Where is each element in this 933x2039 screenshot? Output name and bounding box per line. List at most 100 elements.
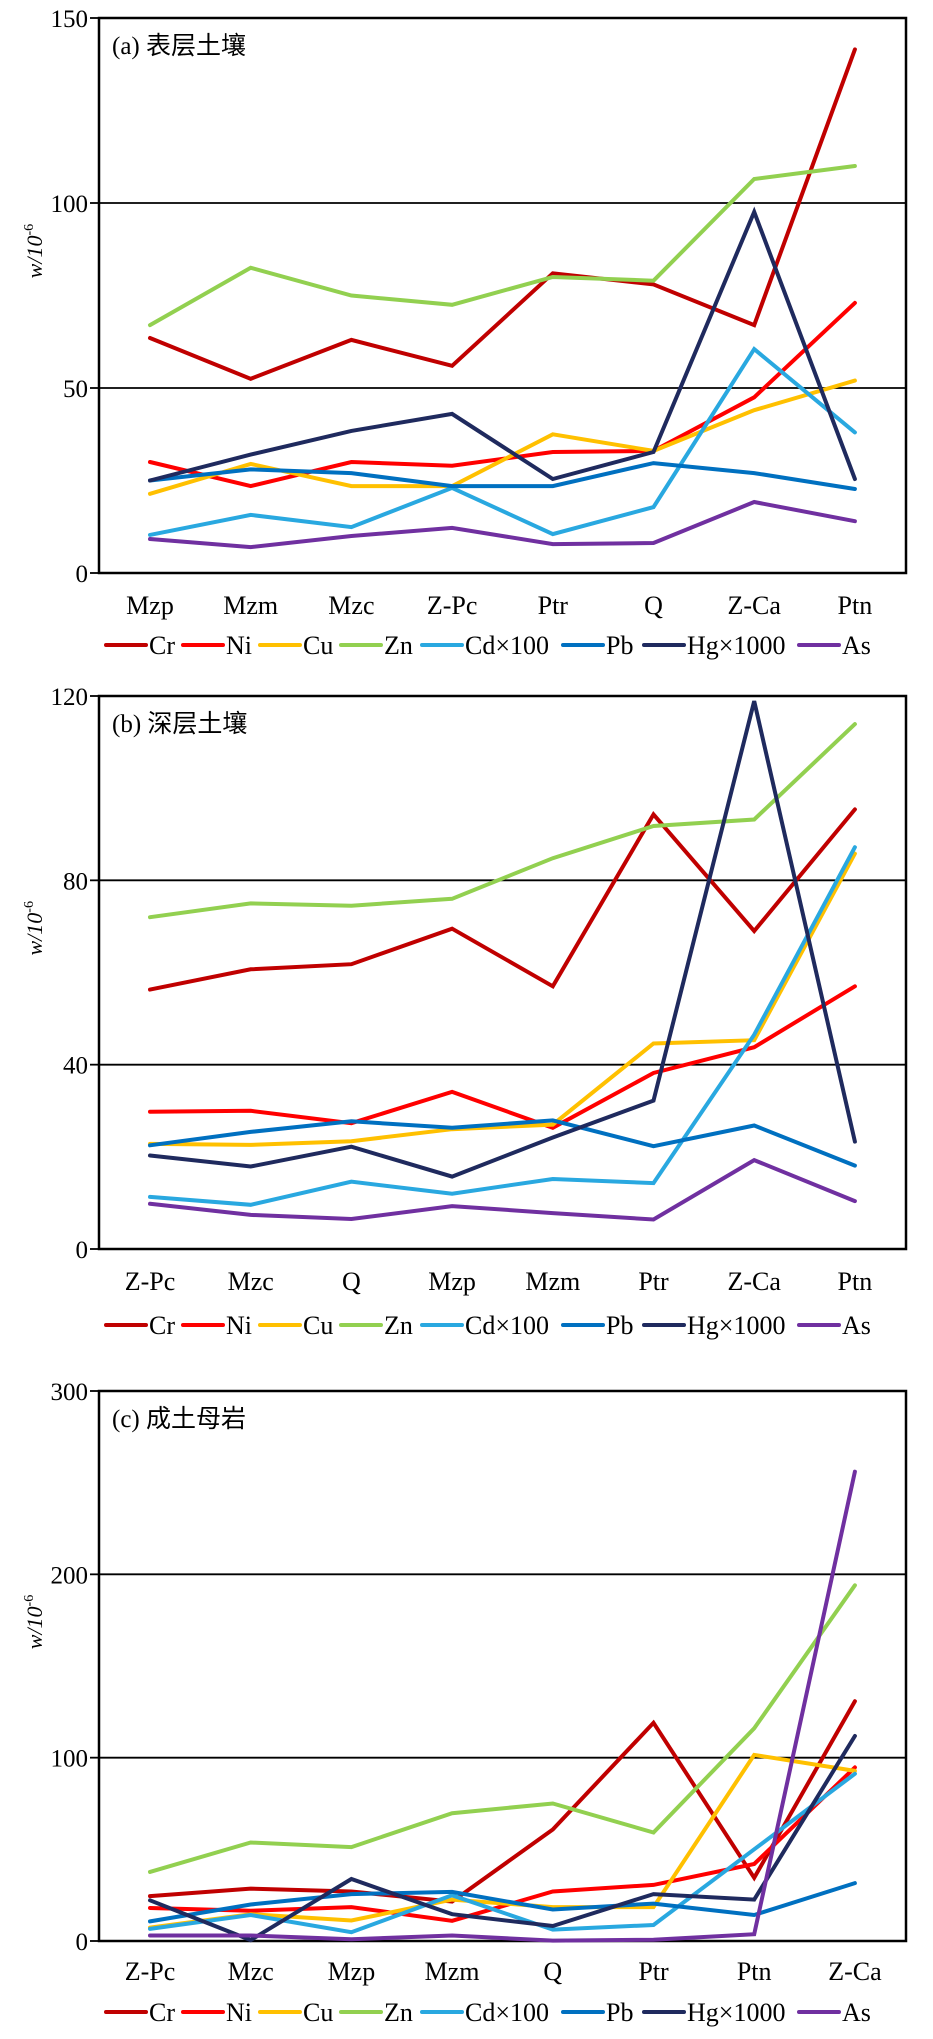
x-tick-label: Z-Ca	[727, 1267, 781, 1296]
y-tick-label: 150	[51, 6, 89, 33]
legend-item: Cd×100	[420, 631, 549, 660]
x-tick-label: Q	[342, 1267, 361, 1296]
y-tick-label: 100	[51, 191, 89, 218]
series-line-cr	[148, 1699, 857, 1904]
series-line-pb	[148, 1881, 857, 1924]
x-tick-label: Z-Ca	[828, 1957, 882, 1986]
y-tick-label: 40	[63, 1053, 88, 1080]
legend-label: As	[842, 1998, 871, 2027]
legend-item: Cr	[104, 631, 175, 660]
panel-title: (a) 表层土壤	[112, 32, 246, 60]
plot-frame	[97, 1389, 908, 1943]
legend-item: Ni	[181, 1311, 252, 1340]
legend-label: Zn	[384, 1998, 413, 2027]
series-line-ni	[148, 984, 857, 1130]
legend-label: Cu	[303, 631, 333, 660]
legend-label: As	[842, 1311, 871, 1340]
x-tick-label: Mzm	[525, 1267, 580, 1296]
y-tick-label: 0	[76, 1237, 89, 1264]
legend-label: Pb	[606, 631, 633, 660]
legend-label: Cd×100	[465, 1998, 549, 2027]
legend-item: Zn	[339, 1311, 413, 1340]
series-line-as	[148, 1469, 857, 1943]
series-line-hg1000	[148, 700, 857, 1179]
series-line-cd100	[148, 1771, 857, 1935]
legend-label: Zn	[384, 631, 413, 660]
x-tick-label: Z-Pc	[125, 1267, 176, 1296]
legend-label: Pb	[606, 1998, 633, 2027]
legend-label: Ni	[226, 1311, 252, 1340]
x-tick-label: Ptn	[838, 1267, 873, 1296]
series-line-zn	[148, 164, 857, 328]
legend-label: Cr	[149, 1311, 175, 1340]
y-axis-label-main: w/10	[22, 913, 47, 956]
legend-label: Cr	[149, 631, 175, 660]
y-axis-label-main: w/10	[22, 1606, 47, 1649]
y-axis-label-main: w/10	[22, 236, 47, 279]
x-tick-label: Mzc	[228, 1957, 274, 1986]
panel-title: (c) 成土母岩	[112, 1405, 246, 1433]
series-line-cd100	[148, 845, 857, 1207]
x-tick-label: Mzp	[428, 1267, 476, 1296]
series-line-hg1000	[148, 206, 857, 483]
x-tick-label: Mzc	[228, 1267, 274, 1296]
panel-c-parent-rock: (c) 成土母岩 w/10-6 0 100 200 300 Z-Pc Mzc Mzp Mzm Q…	[22, 1379, 908, 2027]
legend-label: Cu	[303, 1311, 333, 1340]
legend-item: Hg×1000	[642, 1998, 785, 2027]
legend-label: Pb	[606, 1311, 633, 1340]
y-tick-label: 200	[51, 1562, 89, 1589]
y-tick-label: 50	[63, 376, 88, 403]
y-tick-label: 100	[51, 1746, 89, 1773]
legend-item: Cu	[258, 631, 333, 660]
legend-item: Cu	[258, 1311, 333, 1340]
legend-label: Zn	[384, 1311, 413, 1340]
x-tick-label: Z-Pc	[125, 1957, 176, 1986]
series-line-as	[148, 499, 857, 550]
legend-item: Pb	[561, 631, 633, 660]
series-line-pb	[148, 1118, 857, 1168]
panel-b-deep-soil: (b) 深层土壤 w/10-6 0 40 80 120 Z-Pc Mzc Q Mzp Mzm Pt…	[22, 684, 908, 1340]
panel-a-surface-soil: (a) 表层土壤 w/10-6 0 50 100 150 Mzp Mzm Mzc Z-Pc Pt…	[22, 6, 908, 660]
series-line-ni	[148, 1765, 857, 1923]
series-line-hg1000	[148, 1734, 857, 1943]
x-tick-label: Z-Ca	[727, 591, 781, 620]
legend-item: Cu	[258, 1998, 333, 2027]
legend-label: Hg×1000	[687, 1998, 785, 2027]
plot-frame	[97, 16, 908, 575]
legend-label: Cd×100	[465, 1311, 549, 1340]
legend-item: Cr	[104, 1998, 175, 2027]
series-line-cd100	[148, 346, 857, 537]
legend-item: Cd×100	[420, 1998, 549, 2027]
legend-item: Ni	[181, 1998, 252, 2027]
series-line-cu	[148, 1752, 857, 1930]
series-line-as	[148, 1157, 857, 1222]
panel-title: (b) 深层土壤	[112, 710, 247, 738]
x-tick-label: Ptr	[538, 591, 569, 620]
x-tick-label: Mzp	[126, 591, 174, 620]
y-tick-label: 300	[51, 1379, 89, 1406]
legend: Cr Ni Cu Zn Cd×100 Pb Hg×1000 As	[104, 631, 871, 660]
y-axis-label-exponent: -6	[22, 901, 37, 913]
y-axis-label: w/10-6	[22, 1595, 47, 1649]
x-tick-label: Mzp	[328, 1957, 376, 1986]
legend: Cr Ni Cu Zn Cd×100 Pb Hg×1000 As	[104, 1998, 871, 2027]
legend-label: As	[842, 631, 871, 660]
x-tick-label: Q	[644, 591, 663, 620]
legend-label: Ni	[226, 1998, 252, 2027]
series-line-zn	[148, 722, 857, 920]
y-axis-label: w/10-6	[22, 224, 47, 278]
y-tick-label: 0	[76, 1929, 89, 1956]
y-axis-label-exponent: -6	[22, 224, 37, 236]
series-line-cr	[148, 47, 857, 381]
x-tick-label: Ptn	[737, 1957, 772, 1986]
legend-label: Ni	[226, 631, 252, 660]
legend-item: As	[797, 1998, 871, 2027]
x-tick-label: Mzm	[425, 1957, 480, 1986]
y-axis-label-exponent: -6	[22, 1595, 37, 1607]
legend-item: As	[797, 1311, 871, 1340]
series-line-pb	[148, 461, 857, 491]
legend-item: Zn	[339, 1998, 413, 2027]
plot-frame	[97, 694, 908, 1251]
legend-label: Cr	[149, 1998, 175, 2027]
x-tick-label: Z-Pc	[427, 591, 478, 620]
